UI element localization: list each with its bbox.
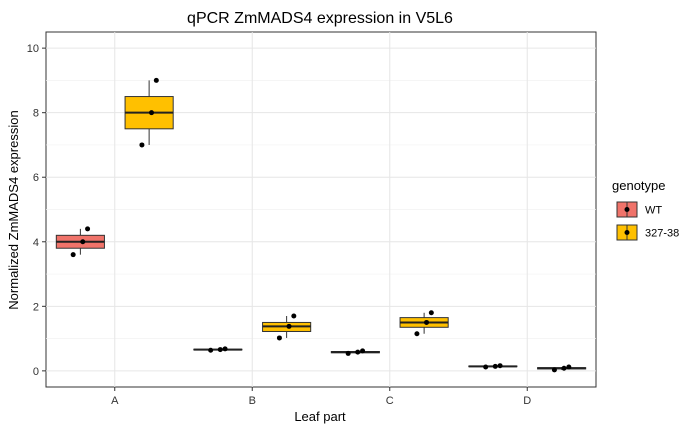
legend-item-327-38: 327-38	[616, 224, 679, 241]
box-327-38-C	[399, 310, 449, 337]
box-WT-C	[330, 348, 380, 356]
data-point	[291, 313, 297, 319]
data-point	[345, 350, 351, 356]
data-point	[492, 363, 498, 369]
data-point	[139, 142, 145, 148]
y-tick-label: 2	[33, 301, 39, 313]
legend-label: 327-38	[645, 228, 679, 240]
data-point	[286, 323, 292, 329]
data-point	[561, 365, 567, 371]
data-point	[566, 364, 572, 370]
data-point	[483, 364, 489, 370]
chart-title: qPCR ZmMADS4 expression in V5L6	[187, 10, 453, 27]
x-tick-label: D	[523, 395, 531, 407]
box-327-38-B	[262, 313, 312, 341]
box-WT-A	[55, 226, 105, 258]
data-point	[208, 347, 214, 353]
x-tick-label: C	[386, 395, 394, 407]
x-axis-ticks: A B C D	[111, 387, 531, 407]
data-point	[153, 77, 159, 83]
data-point	[355, 349, 361, 355]
data-point	[497, 363, 503, 369]
data-point	[360, 348, 366, 354]
data-point	[276, 335, 282, 341]
data-point	[217, 347, 223, 353]
y-axis-ticks: 0 2 4 6 8 10	[27, 43, 46, 378]
legend: genotype WT 327-38	[612, 178, 679, 241]
y-axis-title: Normalized ZmMADS4 expression	[6, 110, 21, 309]
y-tick-label: 6	[33, 172, 39, 184]
data-point	[551, 367, 557, 373]
data-point	[80, 239, 86, 245]
legend-item-WT: WT	[616, 201, 662, 218]
legend-key-point	[624, 207, 630, 212]
y-tick-label: 4	[33, 237, 39, 249]
data-point	[149, 110, 155, 116]
data-point	[70, 252, 76, 258]
y-tick-label: 0	[33, 366, 39, 378]
box-WT-D	[468, 363, 518, 370]
legend-key-point	[624, 230, 630, 235]
y-tick-label: 10	[27, 43, 39, 55]
box-group	[55, 77, 587, 373]
legend-label: WT	[645, 205, 662, 217]
legend-title: genotype	[612, 178, 666, 193]
x-axis-title: Leaf part	[294, 409, 346, 424]
x-tick-label: A	[111, 395, 119, 407]
x-tick-label: B	[249, 395, 256, 407]
data-point	[428, 310, 434, 316]
data-point	[424, 319, 430, 325]
y-tick-label: 8	[33, 108, 39, 120]
box-WT-B	[193, 346, 243, 353]
data-point	[222, 346, 228, 352]
box-327-38-D	[537, 364, 587, 373]
data-point	[414, 331, 420, 337]
data-point	[85, 226, 91, 232]
box-327-38-A	[124, 77, 174, 148]
